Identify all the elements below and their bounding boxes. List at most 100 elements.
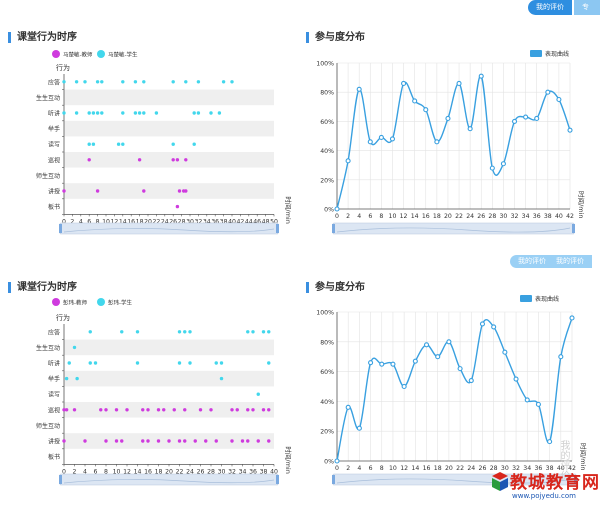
x-tick-label: 22 [455, 213, 463, 220]
engagement-title-1: 参与度分布 [306, 32, 365, 43]
row-band [64, 89, 274, 106]
teacher-point [172, 408, 176, 412]
zoom-handle-right [276, 475, 279, 484]
zoom-handle-right [276, 224, 279, 233]
zoom-slider-preview [63, 479, 275, 484]
data-point [556, 96, 562, 103]
x-tick-label: 18 [434, 465, 442, 472]
student-point [135, 361, 140, 365]
student-point [75, 376, 79, 381]
zoom-slider-preview [63, 228, 275, 233]
x-tick-label: 6 [87, 218, 91, 225]
student-point [171, 80, 175, 84]
x-tick-label: 36 [533, 213, 541, 220]
legend-label: 彭玮-教师 [63, 299, 87, 307]
data-point [423, 107, 429, 113]
teacher-point [83, 439, 87, 443]
category-label: 师生互动 [36, 172, 60, 180]
zoom-handle-left [332, 475, 335, 484]
data-point [558, 354, 564, 360]
engagement-panel-1: 参与度分布 表现曲线 0% 20% 40% 60% 80% 100% 0 2 4 6 8 10 12 14 1… [302, 22, 598, 250]
data-point [511, 118, 518, 124]
data-point [468, 377, 474, 384]
tab-my-evaluation-ghost-2[interactable]: 我的评价 [548, 255, 592, 268]
teacher-point [251, 408, 255, 412]
x-tick-label: 6 [94, 468, 98, 475]
x-tick-label: 12 [110, 218, 118, 225]
student-point [91, 111, 96, 115]
x-tick-label: 4 [83, 468, 87, 475]
tab-expert[interactable]: 专家 [574, 0, 600, 26]
x-tick-label: 34 [239, 468, 247, 475]
teacher-point [267, 439, 271, 443]
x-tick-label: 4 [357, 213, 361, 220]
student-point [87, 111, 91, 115]
category-label: 生生互动 [36, 344, 60, 352]
teacher-point [167, 439, 171, 443]
category-label: 读写 [48, 141, 60, 149]
book-icon [492, 472, 508, 491]
teacher-point [72, 408, 77, 412]
teacher-point [198, 408, 203, 412]
teacher-point [146, 408, 150, 412]
x-tick-label: 40 [228, 218, 236, 225]
student-point [137, 111, 142, 115]
logo-url: www.pojyedu.com [512, 492, 576, 500]
data-point [446, 339, 452, 345]
teacher-point [171, 158, 175, 162]
student-point [177, 330, 182, 334]
student-point [154, 111, 159, 115]
student-point [116, 142, 121, 146]
x-tick-label: 26 [169, 218, 177, 225]
x-tick-label: 20 [445, 465, 453, 472]
tab-my-evaluation[interactable]: 我的评价 [528, 0, 572, 15]
student-point [251, 330, 255, 334]
student-point [142, 80, 146, 84]
teacher-point [267, 408, 271, 412]
student-point [67, 361, 71, 365]
teacher-point [177, 439, 182, 443]
x-tick-label: 16 [423, 465, 431, 472]
teacher-point [62, 189, 66, 193]
teacher-point [87, 158, 91, 162]
data-point [523, 114, 529, 120]
x-tick-label: 10 [389, 213, 397, 220]
data-point [489, 165, 495, 171]
x-tick-label: 12 [400, 213, 408, 220]
x-tick-label: 32 [194, 218, 202, 225]
student-point [214, 361, 218, 365]
data-point [390, 361, 396, 367]
teacher-point [240, 439, 245, 443]
data-point [345, 404, 351, 410]
engagement-title-2: 参与度分布 [306, 282, 365, 293]
x-tick-label: 32 [228, 468, 236, 475]
student-point [64, 376, 69, 381]
category-label: 板书 [48, 453, 60, 461]
student-point [142, 111, 146, 115]
tab-my-evaluation-ghost[interactable]: 我的评价 [510, 255, 554, 268]
data-point [401, 383, 407, 390]
data-point [368, 360, 374, 366]
category-label: 举手 [48, 125, 60, 133]
student-point [261, 330, 266, 334]
x-tick-label: 10 [389, 465, 397, 472]
student-point [62, 80, 66, 84]
x-tick-label: 24 [161, 218, 169, 225]
legend-label: 马楚敏-学生 [108, 51, 138, 59]
x-tick-label: 10 [113, 468, 121, 475]
x-tick-label: 24 [186, 468, 194, 475]
legend-label: 彭玮-学生 [108, 299, 132, 307]
y-tick-label: 0% [324, 459, 334, 466]
teacher-point [235, 408, 239, 412]
student-point [121, 111, 125, 115]
teacher-point [62, 408, 66, 412]
teacher-point [114, 439, 119, 443]
teacher-point [184, 158, 188, 162]
teacher-point [246, 408, 250, 412]
x-tick-label: 20 [444, 213, 452, 220]
site-logo[interactable]: 教城教育网 www.pojyedu.com [490, 468, 600, 506]
x-tick-label: 4 [79, 218, 83, 225]
legend-marker [97, 298, 105, 306]
x-tick-label: 34 [522, 213, 530, 220]
